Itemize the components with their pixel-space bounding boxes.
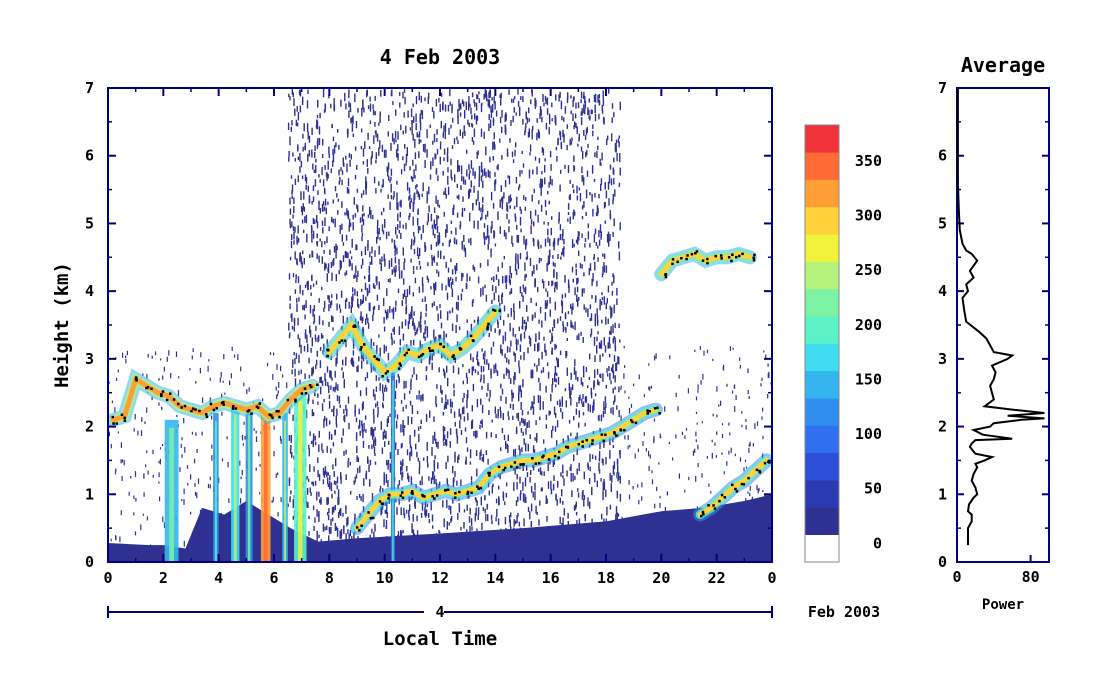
main-x-axis-label: Local Time <box>383 628 497 650</box>
main-y-axis-label: Height (km) <box>51 262 73 388</box>
average-y-axis: 0 1 2 3 4 5 6 7 <box>938 79 1049 571</box>
colorbar-cell <box>805 261 839 290</box>
precip-shaft-core <box>298 400 303 562</box>
cloud-layer <box>654 246 757 282</box>
x-tick-label: 0 <box>103 569 112 587</box>
main-chart-title: 4 Feb 2003 <box>380 45 500 69</box>
colorbar-cells <box>805 125 839 563</box>
x-tick-label: 6 <box>269 569 278 587</box>
average-power-line <box>956 88 1045 546</box>
colorbar-label: 0 <box>873 534 882 552</box>
average-x-axis: 0 80 <box>952 555 1040 586</box>
colorbar-cell <box>805 480 839 508</box>
x-tick-label: 4 <box>214 569 223 587</box>
colorbar-labels: 0 50 100 150 200 250 300 350 <box>855 152 882 552</box>
main-chart: 4 Feb 2003 0 2 4 6 8 10 12 14 16 18 20 22 0 01234567… <box>51 45 880 650</box>
precip-shaft-core <box>247 414 251 562</box>
precip-shaft-core <box>284 421 287 562</box>
x-tick-label: 14 <box>486 569 504 587</box>
x-tick-label: 22 <box>708 569 726 587</box>
x-tick-label: 16 <box>542 569 560 587</box>
precip-shaft-core <box>264 421 268 562</box>
colorbar: 0 50 100 150 200 250 300 350 <box>804 124 882 563</box>
colorbar-label: 300 <box>855 207 882 225</box>
cloud-layer <box>322 304 503 382</box>
x-tick-label: 2 <box>159 569 168 587</box>
x-tick-label: 12 <box>431 569 449 587</box>
colorbar-cell <box>805 425 839 454</box>
precip-shaft-core <box>214 421 217 562</box>
avg-y-tick-label: 3 <box>938 350 947 368</box>
y-tick-label: 4 <box>85 282 94 300</box>
colorbar-cell <box>805 452 839 481</box>
y-tick-label: 6 <box>85 147 94 165</box>
average-x-axis-label: Power <box>982 597 1024 613</box>
colorbar-label: 350 <box>855 152 882 170</box>
colorbar-cell <box>805 152 839 180</box>
colorbar-label: 150 <box>855 370 882 388</box>
precip-shaft-core <box>392 380 394 562</box>
average-chart-title: Average <box>961 53 1045 77</box>
avg-x-tick-label: 0 <box>952 568 961 586</box>
avg-x-tick-label: 80 <box>1022 568 1040 586</box>
colorbar-cell <box>805 343 839 372</box>
heatmap-layer <box>108 88 772 562</box>
x-tick-label: 10 <box>376 569 394 587</box>
colorbar-label: 250 <box>855 261 882 279</box>
main-y-axis: 0 1 2 3 4 5 6 7 <box>85 79 772 571</box>
colorbar-label: 50 <box>864 480 882 498</box>
avg-y-tick-label: 0 <box>938 553 947 571</box>
colorbar-cell <box>805 234 839 262</box>
cloud-layer <box>350 402 663 536</box>
colorbar-cell <box>805 316 839 344</box>
colorbar-cell <box>805 288 839 317</box>
avg-y-tick-label: 1 <box>938 485 947 503</box>
avg-y-tick-label: 2 <box>938 418 947 436</box>
date-axis-month-label: Feb 2003 <box>808 603 880 621</box>
date-axis-day-label: 4 <box>435 603 444 621</box>
cloud-layer <box>108 368 320 427</box>
y-tick-label: 2 <box>85 418 94 436</box>
x-tick-label: 8 <box>325 569 334 587</box>
colorbar-cell <box>805 179 839 208</box>
avg-y-tick-label: 4 <box>938 282 947 300</box>
colorbar-cell <box>805 507 839 535</box>
colorbar-cell <box>805 206 839 235</box>
colorbar-cell <box>805 398 839 426</box>
average-chart: Average 0 1 2 3 4 5 6 7 0 80 Power <box>938 53 1050 613</box>
colorbar-cell <box>805 370 839 399</box>
colorbar-label: 100 <box>855 425 882 443</box>
cloud-layer <box>693 453 772 522</box>
avg-y-tick-label: 6 <box>938 147 947 165</box>
noise-speckle <box>108 88 772 562</box>
colorbar-label: 200 <box>855 316 882 334</box>
date-axis-label-bg <box>424 603 444 621</box>
main-x-axis: 0 2 4 6 8 10 12 14 16 18 20 22 0 <box>103 88 777 587</box>
avg-y-tick-label: 5 <box>938 214 947 232</box>
y-tick-label: 1 <box>85 485 94 503</box>
colorbar-cell <box>805 534 839 563</box>
precip-shaft-core <box>233 414 237 562</box>
y-tick-label: 5 <box>85 214 94 232</box>
y-tick-label: 0 <box>85 553 94 571</box>
precip-shaft-core <box>169 427 175 562</box>
y-tick-label: 3 <box>85 350 94 368</box>
y-tick-label: 7 <box>85 79 94 97</box>
x-tick-label: 0 <box>767 569 776 587</box>
avg-y-tick-label: 7 <box>938 79 947 97</box>
x-tick-label: 18 <box>597 569 615 587</box>
colorbar-frame <box>804 124 840 563</box>
colorbar-cell <box>805 125 839 153</box>
x-tick-label: 20 <box>652 569 670 587</box>
